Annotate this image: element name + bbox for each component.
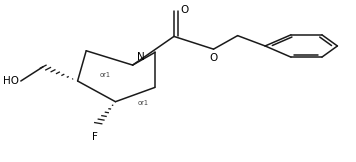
Text: F: F [92,132,98,142]
Text: O: O [181,5,189,15]
Text: or1: or1 [138,100,149,106]
Text: or1: or1 [100,72,111,78]
Text: N: N [137,52,145,62]
Text: O: O [209,53,218,63]
Text: HO: HO [3,76,19,86]
